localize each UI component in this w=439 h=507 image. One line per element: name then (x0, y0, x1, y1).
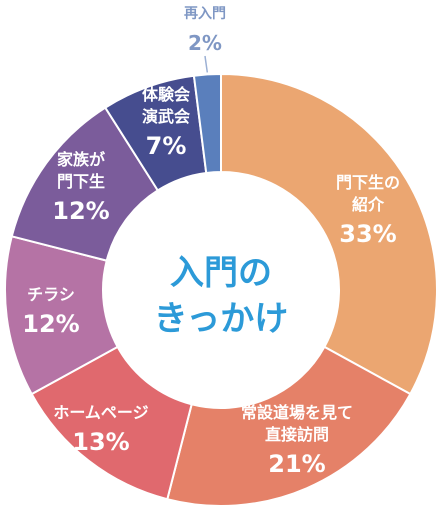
slice-name-4-0: 家族が (57, 150, 105, 169)
slice-name-6-0: 再入門 (184, 6, 226, 22)
slice-0 (220, 72, 438, 396)
slice-value-0: 33% (339, 220, 396, 248)
slice-value-1: 21% (268, 450, 325, 478)
slice-value-5: 7% (146, 132, 187, 160)
slice-1 (166, 345, 412, 507)
slice-name-4-1: 門下生 (57, 172, 105, 191)
slice-6 (192, 72, 222, 175)
slice-name-0-0: 門下生の (336, 173, 400, 192)
slice-labels: 門下生の紹介33%常設道場を見て直接訪問21%ホームページ13%チラシ12%家族… (22, 6, 400, 478)
slice-name-5-1: 演武会 (142, 107, 190, 126)
slices (4, 72, 438, 507)
chart-title-line-1: 入門の (170, 253, 272, 293)
slice-name-1-1: 直接訪問 (265, 425, 329, 444)
slice-name-0-1: 紹介 (352, 195, 385, 214)
slice-value-2: 13% (72, 428, 129, 456)
slice-label-2: ホームページ 13% (53, 403, 148, 456)
chart-title-line-2: きっかけ (154, 299, 289, 339)
slice-label-3: チラシ 12% (22, 285, 79, 338)
slice-name-5-0: 体験会 (142, 85, 190, 104)
slice-value-4: 12% (52, 197, 109, 225)
slice-value-3: 12% (22, 310, 79, 338)
slice-name-1-0: 常設道場を見て (241, 403, 353, 422)
slice-leader-line-6 (204, 55, 209, 73)
slice-name-3-0: チラシ (27, 285, 75, 304)
slice-value-6: 2% (188, 31, 222, 55)
slice-name-2-0: ホームページ (53, 403, 148, 422)
slice-label-6: 再入門 2% (184, 6, 226, 55)
